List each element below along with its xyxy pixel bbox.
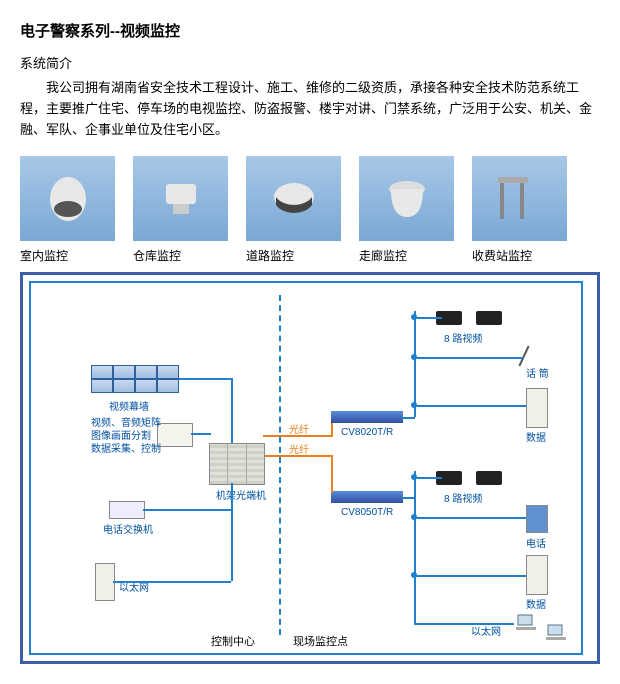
data-rack-icon bbox=[526, 555, 548, 595]
camera-item: 道路监控 bbox=[246, 156, 341, 264]
camera-label: 道路监控 bbox=[246, 247, 341, 264]
network-diagram: 8 路视频 话 筒 数据 CV8020T/R 8 路视频 电话 数据 CV805… bbox=[29, 281, 583, 655]
pc-icon bbox=[516, 613, 536, 636]
camera-label: 收费站监控 bbox=[472, 247, 567, 264]
camera-item: 仓库监控 bbox=[133, 156, 228, 264]
diagram-line bbox=[414, 405, 526, 407]
switch-cv8050 bbox=[331, 491, 403, 503]
diagram-outer-border: 8 路视频 话 筒 数据 CV8020T/R 8 路视频 电话 数据 CV805… bbox=[20, 272, 600, 664]
video-wall bbox=[91, 365, 179, 393]
node-dot bbox=[411, 514, 417, 520]
camera-item: 走廊监控 bbox=[359, 156, 454, 264]
label-control-center: 控制中心 bbox=[211, 633, 255, 649]
node-dot bbox=[411, 314, 417, 320]
pc-icon bbox=[95, 563, 115, 601]
diagram-line bbox=[191, 433, 211, 435]
label-data: 数据 bbox=[526, 596, 546, 611]
node-dot bbox=[411, 402, 417, 408]
camera-label: 走廊监控 bbox=[359, 247, 454, 264]
center-divider bbox=[279, 295, 281, 635]
fiber-line bbox=[331, 423, 333, 437]
label-video8: 8 路视频 bbox=[444, 490, 482, 505]
matrix-icon bbox=[157, 423, 193, 447]
label-fiber: 光纤 bbox=[289, 441, 309, 456]
camera-road-img bbox=[246, 156, 341, 241]
diagram-line bbox=[414, 471, 416, 577]
rack-icon bbox=[209, 443, 265, 485]
pc-icon bbox=[546, 623, 566, 646]
camera-warehouse-img bbox=[133, 156, 228, 241]
label-phone: 电话 bbox=[526, 535, 546, 550]
node-dot bbox=[411, 474, 417, 480]
node-dot bbox=[411, 354, 417, 360]
diagram-line bbox=[414, 477, 442, 479]
label-rack: 机架光端机 bbox=[216, 487, 266, 502]
label-videowall: 视频幕墙 bbox=[109, 398, 149, 413]
label-data: 数据 bbox=[526, 429, 546, 444]
mic-icon bbox=[518, 346, 529, 367]
camera-icon bbox=[476, 311, 502, 325]
camera-toll-img bbox=[472, 156, 567, 241]
pbx-icon bbox=[109, 501, 145, 519]
diagram-line bbox=[113, 581, 231, 583]
phone-icon bbox=[526, 505, 548, 533]
diagram-line bbox=[143, 509, 231, 511]
diagram-line bbox=[231, 378, 233, 443]
switch-cv8020 bbox=[331, 411, 403, 423]
diagram-line bbox=[401, 417, 415, 419]
diagram-line bbox=[414, 575, 526, 577]
camera-item: 收费站监控 bbox=[472, 156, 567, 264]
fiber-line bbox=[331, 455, 333, 493]
label-video8: 8 路视频 bbox=[444, 330, 482, 345]
camera-row: 室内监控 仓库监控 道路监控 走廊监控 收费站监控 bbox=[20, 156, 600, 264]
data-rack-icon bbox=[526, 388, 548, 428]
diagram-line bbox=[414, 357, 524, 359]
intro-text: 我公司拥有湖南省安全技术工程设计、施工、维修的二级资质，承接各种安全技术防范系统… bbox=[20, 78, 600, 140]
camera-icon bbox=[476, 471, 502, 485]
camera-label: 室内监控 bbox=[20, 247, 115, 264]
camera-corridor-img bbox=[359, 156, 454, 241]
label-eth: 以太网 bbox=[471, 623, 501, 638]
label-site: 现场监控点 bbox=[293, 633, 348, 649]
diagram-line bbox=[414, 577, 416, 623]
label-cv2: CV8050T/R bbox=[341, 507, 393, 518]
diagram-line bbox=[414, 517, 526, 519]
diagram-line bbox=[414, 317, 442, 319]
camera-label: 仓库监控 bbox=[133, 247, 228, 264]
diagram-line bbox=[179, 378, 231, 380]
intro-heading: 系统简介 bbox=[20, 53, 600, 72]
camera-item: 室内监控 bbox=[20, 156, 115, 264]
page-title: 电子警察系列--视频监控 bbox=[20, 20, 600, 41]
label-fiber: 光纤 bbox=[289, 421, 309, 436]
label-matrix: 视频、音频矩阵 图像画面分割 数据采集、控制 bbox=[91, 417, 161, 456]
label-mic: 话 筒 bbox=[526, 365, 549, 380]
diagram-line bbox=[414, 623, 514, 625]
camera-indoor-img bbox=[20, 156, 115, 241]
label-cv1: CV8020T/R bbox=[341, 427, 393, 438]
diagram-line bbox=[231, 483, 233, 581]
label-pbx: 电话交换机 bbox=[103, 521, 153, 536]
diagram-line bbox=[401, 497, 415, 499]
